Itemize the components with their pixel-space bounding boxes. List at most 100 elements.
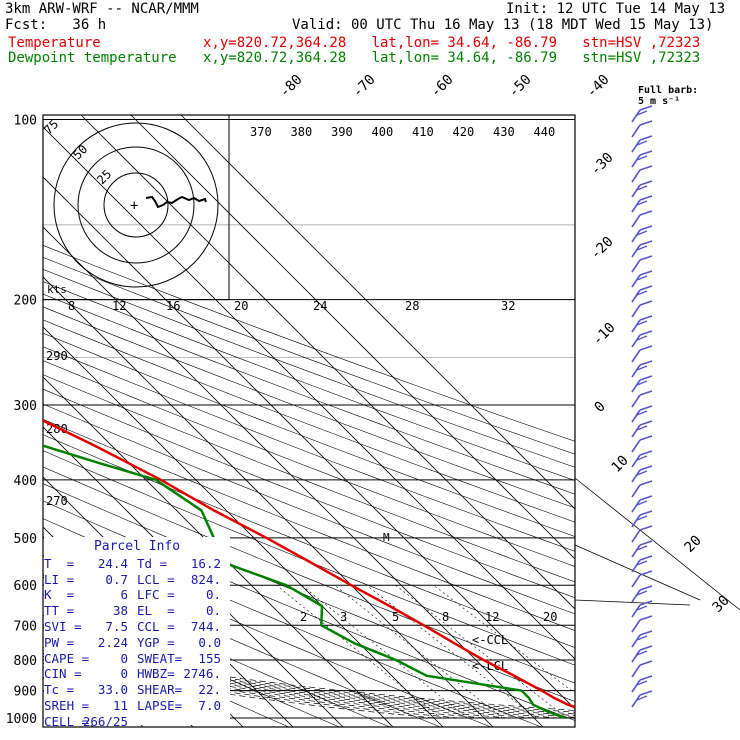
wind-barb-flag	[639, 405, 653, 411]
pressure-label-800: 800	[14, 654, 37, 669]
parcel-info-row: CIN = 0 HWBZ= 2746.	[44, 666, 230, 682]
wind-barb-half	[636, 155, 648, 161]
wind-barb-half	[636, 140, 648, 146]
pressure-label-1000: 1000	[6, 712, 37, 727]
wind-barb	[631, 495, 653, 513]
wind-barb-flag	[639, 525, 653, 531]
wind-barb-staff	[631, 634, 641, 648]
dry-adiabat	[43, 388, 575, 599]
parcel-info-cell: LI = 0.7	[44, 572, 137, 588]
parcel-info-key: CIN =	[44, 666, 82, 682]
wind-barb-staff	[631, 154, 641, 168]
parcel-info-value: 2.24	[97, 634, 128, 650]
wind-barb-flag	[639, 225, 653, 231]
wind-barb-staff	[631, 514, 641, 528]
wind-barb	[631, 645, 653, 663]
wind-barb-staff	[631, 574, 641, 588]
parcel-info-key: SHEAR=	[137, 682, 183, 698]
wind-barb-flag	[639, 315, 653, 321]
wind-barb-flag	[639, 285, 653, 291]
hodo-speed-label: 20	[234, 299, 248, 313]
mixing-ratio-label: 12	[485, 610, 499, 624]
wind-barb-flag	[639, 690, 653, 696]
dewpoint-location: x,y=820.72,364.28 lat,lon= 34.64, -86.79…	[203, 50, 701, 66]
wind-barb	[631, 675, 653, 693]
wind-barb-half	[636, 335, 648, 341]
wind-barb-flag	[639, 195, 653, 201]
mixing-ratio-line	[395, 584, 568, 719]
parcel-info-value: 155	[198, 650, 221, 666]
pressure-label-900: 900	[14, 685, 37, 700]
wind-barb-flag	[639, 630, 653, 636]
wind-barb	[631, 105, 653, 123]
wind-barb-staff	[631, 259, 641, 273]
wind-barb-staff	[631, 229, 641, 243]
wind-barb	[631, 600, 653, 618]
wind-barb	[631, 570, 653, 588]
wind-barb-staff	[631, 379, 641, 393]
isotherm	[43, 176, 575, 710]
wind-barb-staff	[631, 499, 641, 513]
dry-adiabat	[43, 269, 575, 468]
wind-barb-half	[636, 545, 648, 551]
parcel-info-key: CCL =	[137, 618, 175, 634]
wind-barb-flag	[639, 330, 653, 336]
parcel-info-key: LAPSE=	[137, 697, 183, 713]
model-title: 3km ARW-WRF -- NCAR/MMM	[5, 1, 199, 17]
parcel-info-cell: Tc = 33.0	[44, 682, 137, 698]
isotherm-label: -20	[588, 234, 617, 263]
parcel-info-value: 266/25	[82, 713, 128, 729]
wind-barb	[631, 405, 653, 423]
wind-barb-staff	[631, 124, 641, 138]
parcel-info-cell: Td = 16.2	[137, 556, 230, 572]
wind-barb-half	[636, 230, 648, 236]
wind-barb	[631, 150, 653, 168]
dry-adiabat	[43, 346, 575, 552]
parcel-info-row: PW = 2.24 YGP = 0.0	[44, 635, 230, 651]
parcel-info-key: LFC =	[137, 587, 175, 603]
parcel-info-key: Tc =	[44, 682, 75, 698]
wind-barb-half	[636, 365, 648, 371]
wind-barb-flag	[639, 660, 653, 666]
parcel-info-cell: PW = 2.24	[44, 635, 137, 651]
wind-barb	[631, 255, 653, 273]
temperature-line	[43, 419, 575, 709]
wind-barb-half	[636, 470, 648, 476]
wind-barb-staff	[631, 439, 641, 453]
hodo-speed-label: 8	[68, 299, 75, 313]
wind-barb-staff	[631, 169, 641, 183]
moist-adiabat	[43, 653, 575, 715]
wind-barb-half	[636, 650, 648, 656]
parcel-info-cell: T = 24.4	[44, 556, 137, 572]
wind-barb-flag	[639, 600, 653, 606]
wind-barb-flag	[639, 555, 653, 561]
dry-adiabat	[43, 374, 575, 583]
parcel-info-key: TT =	[44, 603, 75, 619]
mixing-ratio-line	[366, 584, 537, 719]
lcl-marker: <-LCL	[472, 659, 508, 673]
dry-adiabat	[43, 332, 575, 537]
forecast-hour: Fcst: 36 h	[5, 17, 107, 33]
dry-adiabat	[43, 466, 575, 684]
wind-barb	[631, 615, 653, 633]
parcel-info-cell: SWEAT= 155	[137, 651, 230, 667]
isotherm	[43, 426, 344, 727]
wind-barb-flag	[639, 390, 653, 396]
hodo-units-label: kts	[47, 283, 67, 296]
parcel-info-value: 824.	[190, 571, 221, 587]
wind-barb-half	[636, 110, 648, 116]
mixing-ratio-label: 3	[340, 610, 347, 624]
wind-barb-half	[636, 560, 648, 566]
parcel-info-value: 0.	[205, 587, 221, 603]
wind-barb	[631, 135, 653, 153]
theta-e-label: 420	[453, 125, 475, 139]
mixing-ratio-label: 2	[300, 610, 307, 624]
theta-e-label: 430	[493, 125, 515, 139]
pressure-label-700: 700	[14, 619, 37, 634]
mixing-ratio-label: 8	[442, 610, 449, 624]
dry-adiabat	[43, 256, 575, 455]
parcel-info-cell: K = 6	[44, 587, 137, 603]
wind-barb-flag	[639, 495, 653, 501]
wind-barb-staff	[631, 694, 641, 708]
wind-barb-half	[636, 425, 648, 431]
